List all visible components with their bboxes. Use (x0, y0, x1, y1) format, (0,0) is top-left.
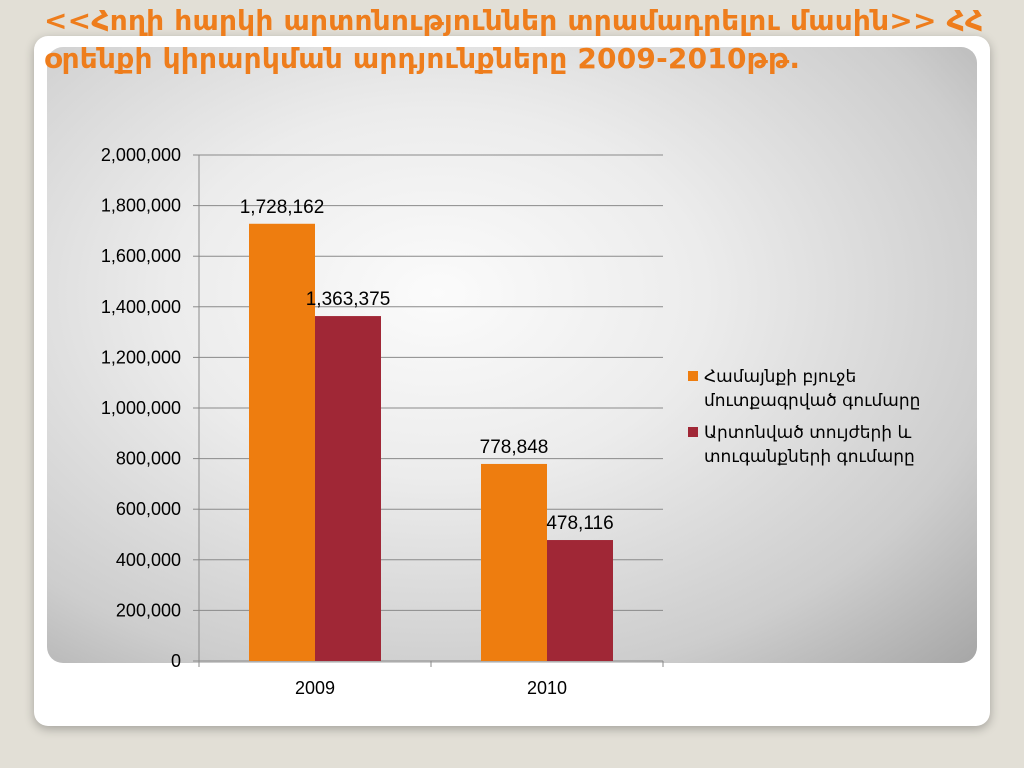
legend: Համայնքի բյուջե մուտքագրված գումարը Արտոնվ… (688, 367, 920, 467)
slide-title: <<Հողի հարկի արտոնություններ տրամադրելու… (44, 4, 984, 75)
legend-entry: Արտոնված տույժերի և տուգանքների գումարը (704, 423, 915, 467)
bar-budget-2009 (249, 223, 315, 661)
bar-budget-2010 (481, 463, 547, 661)
y-tick-label: 200,000 (116, 600, 181, 620)
y-tick-label: 600,000 (116, 499, 181, 519)
data-labels: 1,728,162 1,363,375 778,848 478,116 (240, 197, 614, 534)
y-tick-label: 1,400,000 (101, 297, 181, 317)
y-tick-label: 1,800,000 (101, 196, 181, 216)
y-tick-label: 1,200,000 (101, 347, 181, 367)
y-tick-label: 800,000 (116, 449, 181, 469)
legend-swatch (688, 427, 698, 437)
y-tick-label: 2,000,000 (101, 145, 181, 165)
y-tick-label: 1,600,000 (101, 246, 181, 266)
data-label: 778,848 (480, 437, 549, 458)
y-tick-label: 1,000,000 (101, 398, 181, 418)
y-tick-label: 400,000 (116, 550, 181, 570)
axes: 0 200,000 400,000 600,000 800,000 1,000,000 1,… (101, 145, 664, 698)
legend-swatch (688, 371, 698, 381)
x-tick-label: 2010 (527, 678, 567, 698)
data-label: 1,728,162 (240, 197, 325, 218)
x-tick-label: 2009 (295, 678, 335, 698)
y-tick-label: 0 (171, 651, 181, 671)
data-label: 478,116 (546, 513, 613, 534)
legend-entry: Համայնքի բյուջե մուտքագրված գումարը (704, 367, 920, 411)
bar-penalties-2010 (547, 540, 613, 661)
bar-penalties-2009 (315, 316, 381, 661)
data-label: 1,363,375 (306, 289, 391, 310)
bars (249, 223, 613, 661)
